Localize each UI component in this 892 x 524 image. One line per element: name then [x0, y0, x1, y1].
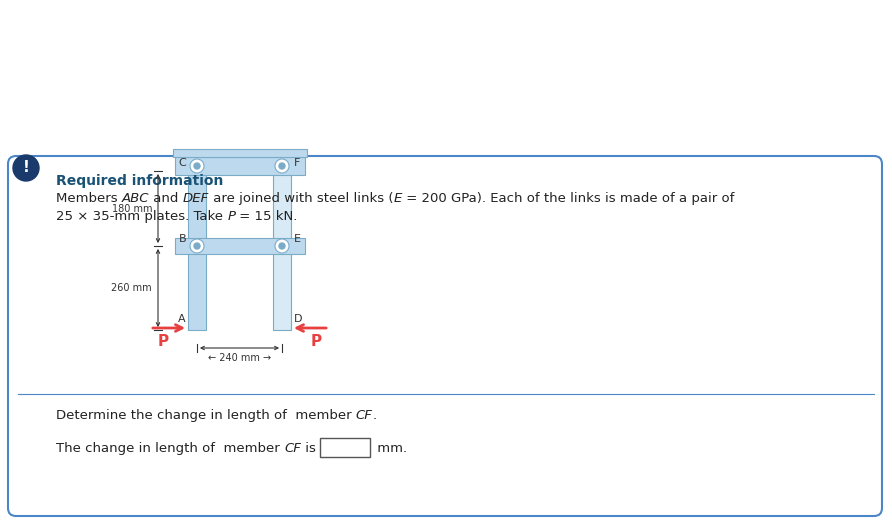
Circle shape [194, 243, 200, 249]
Text: DEF: DEF [183, 192, 210, 205]
Circle shape [275, 159, 289, 173]
Text: CF: CF [284, 442, 301, 455]
Text: Determine the change in length of  member: Determine the change in length of member [56, 409, 356, 422]
Text: CF: CF [356, 409, 373, 422]
FancyBboxPatch shape [8, 156, 882, 516]
Text: F: F [294, 158, 301, 168]
Text: !: ! [22, 160, 29, 176]
Circle shape [275, 239, 289, 253]
FancyBboxPatch shape [273, 171, 291, 330]
Text: B: B [178, 234, 186, 244]
Text: P: P [157, 333, 169, 348]
Text: E: E [393, 192, 402, 205]
FancyBboxPatch shape [173, 149, 307, 157]
Text: and: and [149, 192, 183, 205]
Circle shape [279, 243, 285, 249]
Text: D: D [294, 314, 302, 324]
Circle shape [279, 163, 285, 169]
Text: are joined with steel links (: are joined with steel links ( [210, 192, 393, 205]
Text: A: A [178, 314, 186, 324]
Text: P: P [310, 333, 321, 348]
Text: ABC: ABC [122, 192, 149, 205]
Text: = 200 GPa). Each of the links is made of a pair of: = 200 GPa). Each of the links is made of… [402, 192, 734, 205]
Circle shape [190, 239, 204, 253]
Circle shape [13, 155, 39, 181]
FancyBboxPatch shape [320, 438, 370, 457]
Text: .: . [373, 409, 377, 422]
Text: The change in length of  member: The change in length of member [56, 442, 284, 455]
Text: Members: Members [56, 192, 122, 205]
Text: P: P [227, 210, 235, 223]
Circle shape [194, 163, 200, 169]
Circle shape [190, 159, 204, 173]
Text: C: C [178, 158, 186, 168]
FancyBboxPatch shape [175, 238, 305, 254]
Text: mm.: mm. [373, 442, 407, 455]
Text: 180 mm: 180 mm [112, 203, 152, 213]
Text: 260 mm: 260 mm [112, 283, 152, 293]
Text: is: is [301, 442, 320, 455]
Text: Required information: Required information [56, 174, 223, 188]
FancyBboxPatch shape [188, 171, 206, 330]
Text: ← 240 mm →: ← 240 mm → [208, 353, 271, 363]
FancyBboxPatch shape [175, 157, 305, 175]
Text: E: E [294, 234, 301, 244]
Text: = 15 kN.: = 15 kN. [235, 210, 298, 223]
Text: 25 × 35-mm plates. Take: 25 × 35-mm plates. Take [56, 210, 227, 223]
